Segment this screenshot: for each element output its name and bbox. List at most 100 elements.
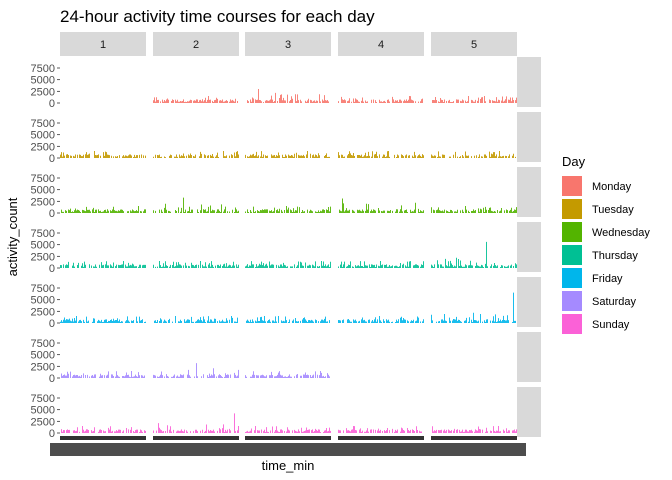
x-axis-ticks xyxy=(338,436,424,440)
legend-label: Sunday xyxy=(592,319,630,331)
y-tick-label: 2500 xyxy=(31,306,55,318)
y-tick-label: 0 xyxy=(49,318,55,330)
panel-friday-5 xyxy=(431,292,516,323)
column-strip-label: 5 xyxy=(471,39,477,51)
row-strip-monday: Monday xyxy=(517,57,541,107)
panel-friday-1 xyxy=(60,316,146,323)
y-tick-label: 7500 xyxy=(31,228,55,240)
panel-thursday-1 xyxy=(60,261,146,268)
row-strip-tuesday: Tuesday xyxy=(517,112,541,162)
panel-thursday-3 xyxy=(245,261,331,268)
x-axis-title: time_min xyxy=(262,458,315,473)
y-tick-label: 5000 xyxy=(31,295,55,307)
y-tick-label: 2500 xyxy=(31,86,55,98)
y-tick-label: 5000 xyxy=(31,185,55,197)
legend-items: Monday Tuesday Wednesday Thursday Friday Satu… xyxy=(562,176,650,334)
column-strip-4: 4 xyxy=(338,32,424,56)
panel-sunday-5 xyxy=(432,426,517,433)
y-tick-label: 7500 xyxy=(31,173,55,185)
legend-swatch xyxy=(562,314,582,334)
panel-saturday-3 xyxy=(245,371,330,378)
y-tick-label: 5000 xyxy=(31,240,55,252)
column-strip-label: 3 xyxy=(285,39,291,51)
legend-label: Wednesday xyxy=(592,227,650,239)
legend-swatch xyxy=(562,222,582,242)
y-tick-label: 2500 xyxy=(31,416,55,428)
x-axis-ticks xyxy=(60,436,146,440)
column-strip-1: 1 xyxy=(60,32,146,56)
row-strip-wednesday: Wednesday xyxy=(517,167,541,217)
legend-label: Saturday xyxy=(592,296,637,308)
panel-sunday-2 xyxy=(153,413,239,433)
y-tick-label: 7500 xyxy=(31,118,55,130)
legend-item-thursday: Thursday xyxy=(562,245,638,265)
panel-wednesday-2 xyxy=(153,197,239,213)
y-tick-label: 0 xyxy=(49,263,55,275)
legend-label: Monday xyxy=(592,181,632,193)
row-strip-saturday: Saturday xyxy=(517,332,541,382)
y-tick-label: 7500 xyxy=(31,393,55,405)
panel-tuesday-3 xyxy=(245,151,330,158)
panel-tuesday-4 xyxy=(338,151,424,158)
x-tick-labels xyxy=(50,443,526,456)
panel-thursday-2 xyxy=(153,261,239,268)
row-strip-thursday: Thursday xyxy=(517,222,541,272)
y-tick-label: 2500 xyxy=(31,361,55,373)
y-tick-label: 5000 xyxy=(31,130,55,142)
panel-sunday-1 xyxy=(61,426,146,433)
panel-saturday-2 xyxy=(153,363,239,378)
x-axis-ticks xyxy=(153,436,239,440)
panel-wednesday-5 xyxy=(431,206,517,213)
legend-title: Day xyxy=(562,154,586,169)
y-tick-label: 0 xyxy=(49,428,55,440)
y-tick-label: 2500 xyxy=(31,141,55,153)
legend-swatch xyxy=(562,245,582,265)
legend-label: Thursday xyxy=(592,250,638,262)
x-axis-ticks xyxy=(431,436,517,440)
y-axis-title: activity_count xyxy=(5,197,20,276)
chart-title: 24-hour activity time courses for each d… xyxy=(60,7,375,26)
legend-item-friday: Friday xyxy=(562,268,623,288)
legend-item-saturday: Saturday xyxy=(562,291,637,311)
panel-wednesday-3 xyxy=(245,206,331,213)
panel-friday-4 xyxy=(338,316,424,323)
row-strip-friday: Friday xyxy=(517,277,541,327)
row-strip-sunday: Sunday xyxy=(517,387,541,437)
legend-swatch xyxy=(562,268,582,288)
legend-item-wednesday: Wednesday xyxy=(562,222,650,242)
legend-swatch xyxy=(562,176,582,196)
panel-thursday-4 xyxy=(338,261,424,268)
panel-tuesday-5 xyxy=(431,151,516,158)
column-strip-5: 5 xyxy=(431,32,517,56)
panel-friday-2 xyxy=(154,316,238,323)
column-strip-label: 1 xyxy=(100,39,106,51)
panel-wednesday-1 xyxy=(61,206,146,213)
column-strip-label: 2 xyxy=(193,39,199,51)
y-tick-label: 7500 xyxy=(31,338,55,350)
panel-monday-2 xyxy=(153,96,238,103)
legend-label: Tuesday xyxy=(592,204,634,216)
panel-monday-5 xyxy=(432,96,517,103)
y-tick-label: 0 xyxy=(49,153,55,165)
panel-thursday-5 xyxy=(431,241,517,268)
panel-monday-3 xyxy=(247,89,329,103)
panel-tuesday-2 xyxy=(153,151,239,158)
y-tick-label: 2500 xyxy=(31,251,55,263)
legend-swatch xyxy=(562,199,582,219)
y-tick-label: 0 xyxy=(49,208,55,220)
y-tick-label: 5000 xyxy=(31,350,55,362)
panel-friday-3 xyxy=(246,316,330,323)
legend-swatch xyxy=(562,291,582,311)
panel-wednesday-4 xyxy=(339,198,424,213)
legend: Day Monday Tuesday Wednesday Thursday Friday… xyxy=(562,154,650,334)
panel-saturday-1 xyxy=(61,371,145,378)
panel-tuesday-1 xyxy=(60,151,146,158)
y-tick-label: 7500 xyxy=(31,283,55,295)
panel-sunday-4 xyxy=(338,426,422,433)
legend-item-tuesday: Tuesday xyxy=(562,199,634,219)
legend-item-sunday: Sunday xyxy=(562,314,630,334)
column-strip-2: 2 xyxy=(153,32,239,56)
y-tick-label: 7500 xyxy=(31,63,55,75)
panel-sunday-3 xyxy=(245,426,331,433)
